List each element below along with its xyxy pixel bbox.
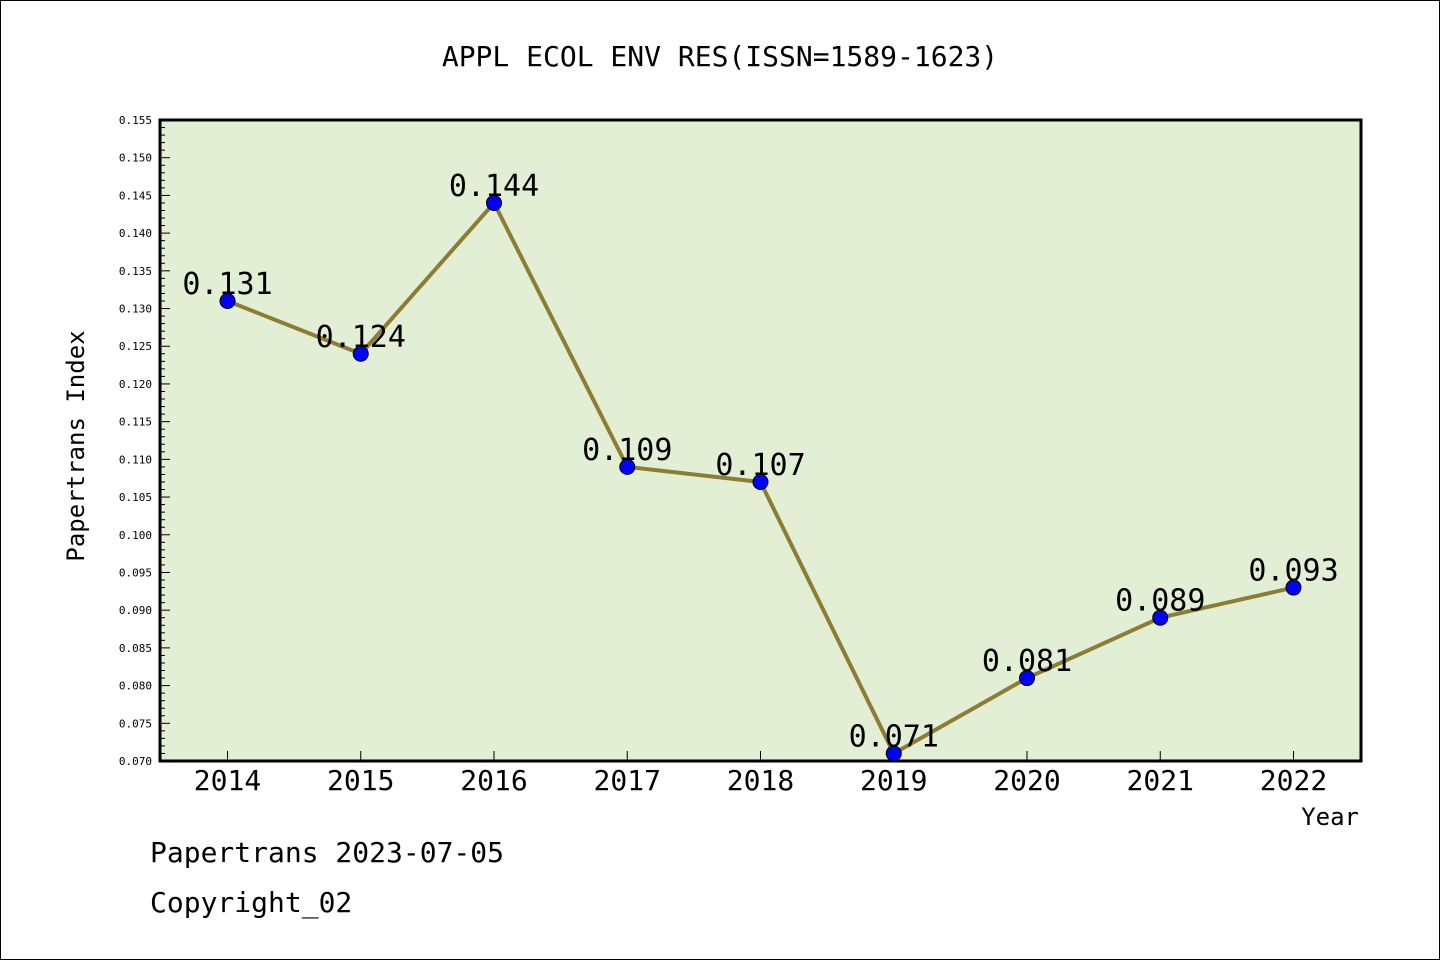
y-tick-label: 0.075 xyxy=(119,717,152,730)
x-tick-label: 2014 xyxy=(194,764,261,797)
data-label: 0.124 xyxy=(316,320,406,355)
x-axis-label: Year xyxy=(1301,803,1359,831)
data-label: 0.093 xyxy=(1248,554,1338,589)
data-point xyxy=(885,745,902,762)
y-tick-label: 0.115 xyxy=(119,416,152,429)
chart-title: APPL ECOL ENV RES(ISSN=1589-1623) xyxy=(442,40,998,73)
y-axis-label: Papertrans Index xyxy=(62,330,90,561)
x-tick-label: 2015 xyxy=(327,764,394,797)
y-tick-label: 0.070 xyxy=(119,755,152,768)
data-point xyxy=(219,292,236,309)
y-axis-ticks: 0.070 0.075 0.080 0.085 0.090 0.095 0.100 0.105… xyxy=(119,114,170,768)
data-label: 0.131 xyxy=(182,267,272,302)
data-point xyxy=(486,194,502,211)
y-tick-label: 0.130 xyxy=(119,303,152,316)
data-label: 0.107 xyxy=(715,448,805,483)
x-axis-ticks: 2014 2015 2016 2017 2018 2019 2020 2021 2022 xyxy=(194,751,1327,797)
data-labels: 0.131 0.124 0.144 0.109 0.107 0.071 0.081 0.089… xyxy=(182,169,1338,755)
data-label: 0.109 xyxy=(582,433,672,468)
data-point xyxy=(1285,579,1302,596)
data-point xyxy=(352,345,369,362)
y-tick-label: 0.080 xyxy=(119,680,152,693)
data-point xyxy=(619,458,636,475)
y-tick-label: 0.110 xyxy=(119,453,152,466)
data-points xyxy=(219,194,1302,762)
y-tick-label: 0.090 xyxy=(119,604,152,617)
plot-area xyxy=(158,118,1363,763)
x-tick-label: 2021 xyxy=(1127,764,1194,797)
x-tick-label: 2016 xyxy=(460,764,527,797)
x-tick-label: 2020 xyxy=(993,764,1060,797)
data-point xyxy=(1152,609,1169,626)
y-tick-label: 0.085 xyxy=(119,642,152,655)
y-tick-label: 0.095 xyxy=(119,566,152,579)
x-tick-label: 2022 xyxy=(1260,764,1327,797)
y-tick-label: 0.100 xyxy=(119,529,152,542)
y-tick-label: 0.105 xyxy=(119,491,152,504)
footer-copyright-text: Copyright_02 xyxy=(150,886,353,919)
x-tick-label: 2019 xyxy=(860,764,927,797)
y-tick-label: 0.140 xyxy=(119,227,152,240)
y-tick-label: 0.155 xyxy=(119,114,152,127)
data-label: 0.089 xyxy=(1115,584,1205,619)
y-tick-label: 0.135 xyxy=(119,265,152,278)
x-tick-label: 2017 xyxy=(594,764,661,797)
x-tick-label: 2018 xyxy=(727,764,794,797)
data-label: 0.081 xyxy=(982,644,1072,679)
y-tick-label: 0.145 xyxy=(119,189,152,202)
y-tick-label: 0.125 xyxy=(119,340,152,353)
y-tick-label: 0.120 xyxy=(119,378,152,391)
data-label: 0.071 xyxy=(849,719,939,754)
data-point xyxy=(1019,670,1035,687)
y-tick-label: 0.150 xyxy=(119,152,152,165)
footer-date-text: Papertrans 2023-07-05 xyxy=(150,836,505,869)
data-point xyxy=(752,473,769,490)
data-label: 0.144 xyxy=(449,169,539,204)
